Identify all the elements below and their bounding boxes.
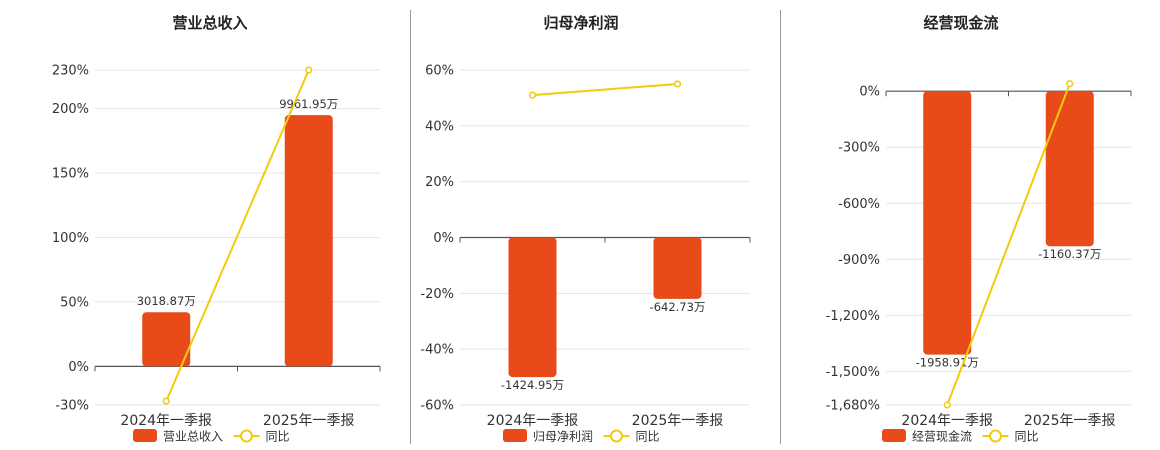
y-tick-label: 40% [425,119,454,134]
y-tick-label: 0% [859,85,880,100]
legend-bar-swatch [882,429,906,442]
bar [1045,91,1094,247]
y-tick-label: 0% [433,231,454,246]
bar-data-label: -1160.37万 [1038,247,1101,261]
panel-divider [410,10,411,444]
panel-divider [780,10,781,444]
legend-line-label: 同比 [266,430,290,444]
yoy-line [165,69,310,402]
bar-data-label: -1958.91万 [916,356,979,370]
y-tick-label: -300% [838,141,880,156]
legend-bar-label: 营业总收入 [163,430,223,444]
y-tick-label: -600% [838,197,880,212]
cash-flow-chart: 经营现金流 -1,680% -1,500% -1,200% -900% -600% -300… [826,14,1132,444]
y-tick-label: 150% [52,167,89,182]
y-tick-label: 0% [68,360,89,375]
y-tick-label: 60% [425,64,454,79]
y-tick-label: 100% [52,231,89,246]
yoy-line [532,82,678,97]
chart-title: 经营现金流 [923,14,998,32]
x-category-label: 2025年一季报 [1024,413,1116,429]
y-tick-label: -20% [420,287,454,302]
legend-bar-swatch [133,429,157,442]
bar [653,237,702,299]
chart-title: 归母净利润 [543,14,618,32]
legend-line-marker [240,429,253,443]
y-tick-label: -1,500% [826,365,880,380]
y-tick-label: 230% [52,64,89,79]
y-tick-label: -30% [55,399,89,414]
y-tick-label: 50% [60,295,89,310]
x-category-label: 2024年一季报 [901,413,993,429]
x-category-label: 2024年一季报 [487,413,579,429]
legend-bar-label: 经营现金流 [912,429,972,444]
yoy-point [1066,80,1074,88]
bar-data-label: -642.73万 [650,300,706,314]
yoy-point [673,80,682,88]
yoy-point [162,397,170,405]
y-tick-label: -40% [420,343,454,358]
legend-line-label: 同比 [636,430,660,444]
net-profit-chart: 归母净利润 -60% -40% -20% 0% 20% 40% 60% -1424.95万 -64… [420,14,751,444]
yoy-point [528,91,537,99]
bar [142,312,191,367]
y-tick-label: -1,200% [826,309,880,324]
bar [508,237,557,378]
y-tick-label: 200% [52,102,89,117]
x-category-label: 2025年一季报 [263,413,355,429]
y-tick-label: -60% [420,399,454,414]
legend-bar-swatch [503,429,527,442]
y-tick-label: -900% [838,253,880,268]
bar [284,115,333,367]
revenue-chart: 营业总收入 -30% 0% 50% 100% 150% 200% 230% 3018.87万 99… [52,14,381,444]
yoy-point [305,66,313,74]
y-tick-label: -1,680% [826,399,880,414]
yoy-line [946,83,1071,406]
x-category-label: 2025年一季报 [632,413,724,429]
legend-line-marker [610,429,623,443]
bar [923,91,972,355]
bar-data-label: 3018.87万 [137,294,196,308]
legend-bar-label: 归母净利润 [533,430,593,444]
legend-line-label: 同比 [1015,430,1039,444]
yoy-point [943,401,951,409]
legend-line-marker [989,429,1002,443]
bar-data-label: 9961.95万 [279,97,338,111]
chart-title: 营业总收入 [172,14,247,32]
y-tick-label: 20% [425,175,454,190]
x-category-label: 2024年一季报 [120,413,212,429]
bar-data-label: -1424.95万 [501,378,564,392]
